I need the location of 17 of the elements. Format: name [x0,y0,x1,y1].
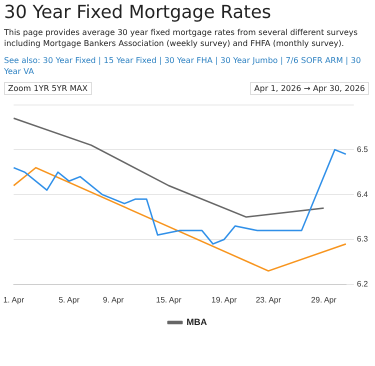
y-tick-label: 6.2 [356,280,369,289]
x-tick-label: 29. Apr [311,295,337,304]
legend-label: MBA [186,316,208,327]
x-tick-label: 19. Apr [211,295,238,304]
y-tick-label: 6.3 [356,234,369,244]
chart-subtitle: This page provides average 30 year fixed mortgage rates from several different surveys including Mortgage Bankers Association (weekly survey) and FHFA (monthly survey). [4,27,359,49]
y-tick-label: 6.4 [356,190,369,199]
x-tick-label: 23. Apr [256,295,282,304]
x-tick-label: 5. Apr [58,295,80,304]
text: Apr 1, 2026 → Apr 30, 2026 [250,82,369,95]
y-tick-label: 6.5 [356,144,369,154]
x-tick-label: 1. Apr [3,295,24,304]
x-tick-label: 15. Apr [156,295,182,304]
text: Zoom 1YR 5YR MAX [4,82,92,95]
x-tick-label: 9. Apr [102,295,124,304]
chart-title: 30 Year Fixed Mortgage Rates [4,2,272,23]
text: See also: 30 Year Fixed | 15 Year Fixed | 30 Year FHA | 30 Year Jumbo | 7/6 SOFR ARM | 30 Year VA [4,55,362,77]
